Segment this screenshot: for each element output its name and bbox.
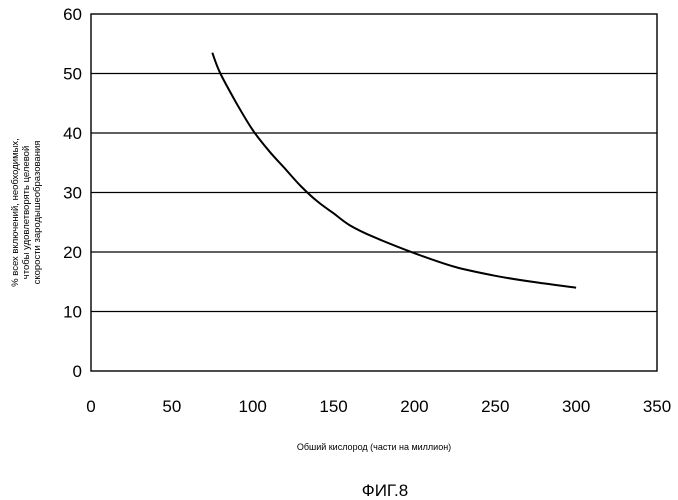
y-axis-label-line-3: скорости зародышеобразования (32, 141, 43, 285)
y-tick-label: 50 (63, 65, 82, 84)
x-tick-label: 250 (481, 397, 509, 416)
x-tick-label: 0 (86, 397, 95, 416)
y-tick-label: 0 (73, 362, 82, 381)
y-axis-ticks: 0 10 20 30 40 50 60 (63, 5, 82, 381)
x-tick-label: 350 (643, 397, 671, 416)
y-tick-label: 20 (63, 243, 82, 262)
x-axis-ticks: 0 50 100 150 200 250 300 350 (86, 397, 671, 416)
y-axis-label-line-1: % всех включений, необходимых, (10, 138, 21, 287)
x-tick-label: 50 (162, 397, 181, 416)
y-tick-label: 30 (63, 184, 82, 203)
gridlines (91, 74, 657, 312)
figure-caption: ФИГ.8 (362, 481, 408, 500)
y-tick-label: 40 (63, 124, 82, 143)
x-axis-label: Обший кислород (части на миллион) (297, 442, 451, 452)
x-tick-label: 100 (239, 397, 267, 416)
x-tick-label: 200 (400, 397, 428, 416)
y-axis-label-line-2: чтобы удовлетворять целевой (21, 146, 32, 279)
x-tick-label: 300 (562, 397, 590, 416)
x-tick-label: 150 (319, 397, 347, 416)
y-tick-label: 10 (63, 303, 82, 322)
y-tick-label: 60 (63, 5, 82, 24)
y-axis-label: % всех включений, необходимых, чтобы удо… (10, 138, 43, 287)
